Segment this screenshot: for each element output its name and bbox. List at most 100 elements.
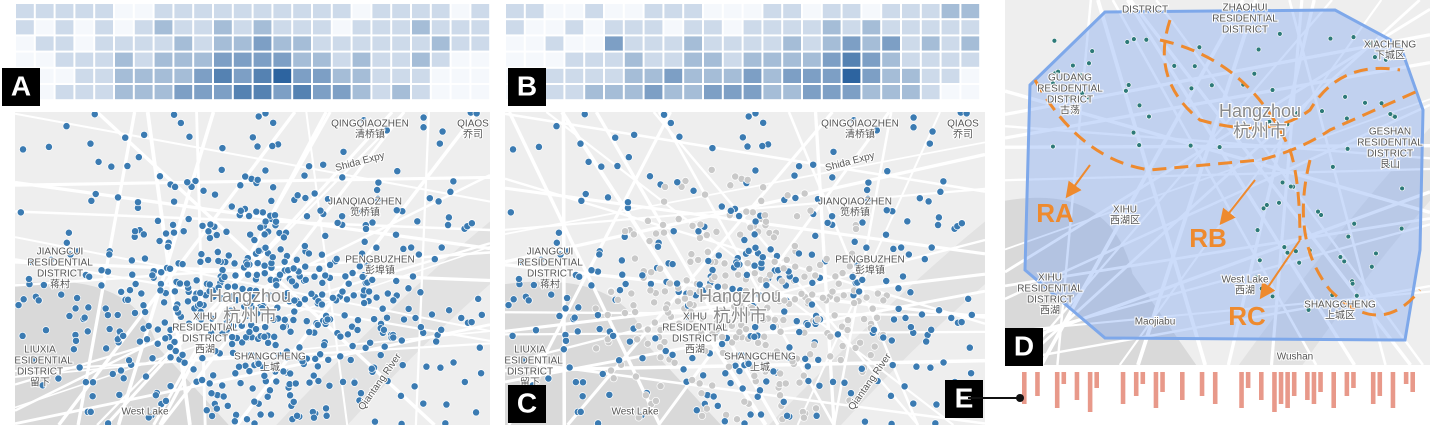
station-dot xyxy=(218,381,227,390)
station-dot xyxy=(150,407,159,416)
heat-cell xyxy=(763,68,782,83)
station-dot xyxy=(472,112,481,118)
station-dot xyxy=(833,330,842,339)
station-dot xyxy=(430,255,439,264)
bar xyxy=(1133,372,1139,396)
station-dot xyxy=(214,257,223,265)
map-label: 西湖区 xyxy=(1110,215,1140,227)
station-dot xyxy=(383,289,392,298)
station-dot xyxy=(652,229,660,238)
heat-cell xyxy=(233,4,252,19)
station-dot xyxy=(407,243,416,252)
station-dot xyxy=(571,378,580,387)
station-dot xyxy=(180,358,189,367)
station-dot xyxy=(399,244,408,253)
station-dot xyxy=(584,157,593,166)
station-dot xyxy=(80,313,89,322)
heat-cell xyxy=(233,20,252,35)
heat-cell xyxy=(644,68,663,83)
heat-cell xyxy=(882,68,900,83)
station-dot xyxy=(212,231,221,239)
station-dot xyxy=(934,213,943,222)
station-dot xyxy=(708,329,717,338)
station-dot xyxy=(156,286,165,295)
station-dot xyxy=(419,123,428,132)
station-dot xyxy=(734,270,743,279)
station-dot xyxy=(166,325,175,334)
heat-cell xyxy=(664,20,683,35)
station-dot xyxy=(561,304,570,313)
station-dot xyxy=(1192,63,1198,69)
heat-cell xyxy=(783,20,801,35)
station-dot xyxy=(742,270,751,279)
region-label: RC xyxy=(1228,301,1266,331)
station-dot xyxy=(119,331,128,340)
station-dot xyxy=(839,291,848,300)
heat-cell xyxy=(822,52,841,67)
station-dot xyxy=(236,181,245,190)
station-dot xyxy=(444,213,453,222)
station-dot xyxy=(127,256,136,265)
station-dot xyxy=(196,257,205,266)
heat-cell xyxy=(842,68,861,83)
station-dot xyxy=(574,303,583,312)
station-dot xyxy=(449,358,458,367)
station-dot xyxy=(318,290,327,299)
station-dot xyxy=(814,355,823,364)
station-dot xyxy=(267,196,276,205)
station-dot xyxy=(843,326,852,334)
station-dot xyxy=(290,307,299,316)
station-dot xyxy=(343,330,352,339)
heat-cell xyxy=(723,20,742,35)
map-label: RESIDENTIAL xyxy=(497,356,563,367)
station-dot xyxy=(156,279,165,288)
station-dot xyxy=(139,230,148,239)
heat-cell xyxy=(194,52,212,67)
station-dot xyxy=(766,245,775,254)
road xyxy=(1039,0,1245,365)
station-dot xyxy=(383,377,392,385)
heat-cell xyxy=(941,4,960,19)
heat-cell xyxy=(585,20,603,35)
station-dot xyxy=(178,260,187,269)
heat-cell xyxy=(882,4,900,19)
station-dot xyxy=(166,353,175,362)
station-dot xyxy=(416,288,425,297)
station-dot xyxy=(736,299,745,308)
heat-cell xyxy=(75,52,94,67)
station-dot xyxy=(799,371,808,380)
station-dot xyxy=(1349,280,1356,287)
station-dot xyxy=(631,254,639,263)
heat-cell xyxy=(332,20,351,35)
station-dot xyxy=(276,270,284,279)
station-dot xyxy=(698,412,707,420)
station-dot xyxy=(1337,254,1344,260)
station-dot xyxy=(838,269,847,277)
heat-cell xyxy=(471,68,490,83)
station-dot xyxy=(1373,250,1379,257)
station-dot xyxy=(164,242,172,251)
station-dot xyxy=(844,316,852,325)
station-dot xyxy=(595,250,604,259)
heat-cell xyxy=(214,52,232,67)
station-dot xyxy=(295,343,304,352)
station-dot xyxy=(668,260,677,269)
heat-cell xyxy=(352,68,371,83)
station-dot xyxy=(769,367,778,376)
heat-cell xyxy=(95,4,113,19)
station-dot xyxy=(170,337,179,346)
station-dot xyxy=(170,112,179,119)
heat-cell xyxy=(545,20,564,35)
station-dot xyxy=(509,145,517,154)
station-dot xyxy=(624,153,633,162)
station-dot xyxy=(343,295,351,304)
station-dot xyxy=(783,191,792,200)
station-dot xyxy=(735,212,744,220)
station-dot xyxy=(117,287,126,296)
station-dot xyxy=(171,182,180,191)
station-dot xyxy=(714,251,723,260)
station-dot xyxy=(370,205,379,214)
station-dot xyxy=(1341,258,1347,265)
station-dot xyxy=(662,304,670,313)
